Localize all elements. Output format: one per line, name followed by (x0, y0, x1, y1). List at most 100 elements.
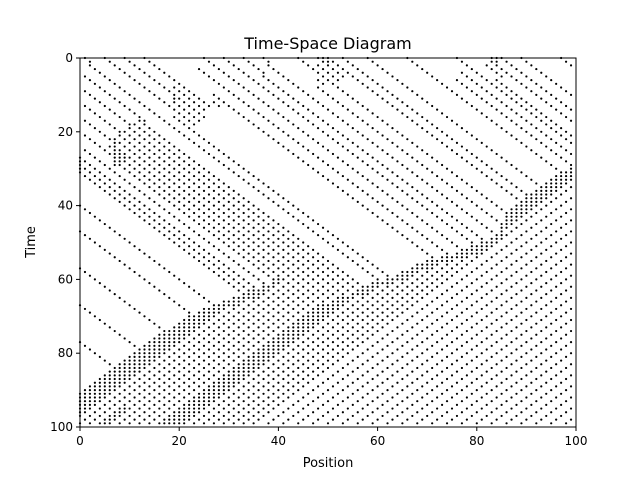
data-point (555, 108, 558, 111)
data-point (525, 396, 528, 399)
data-point (192, 326, 196, 329)
data-point (535, 138, 538, 141)
data-point (192, 344, 196, 347)
data-point (336, 267, 340, 270)
data-point (366, 293, 369, 296)
data-point (143, 381, 146, 384)
data-point (227, 245, 230, 248)
data-point (103, 389, 106, 392)
data-point (391, 182, 394, 185)
data-point (163, 411, 166, 414)
data-point (440, 259, 444, 263)
data-point (118, 392, 121, 395)
data-point (391, 407, 394, 410)
data-point (237, 281, 240, 285)
data-point (227, 370, 230, 373)
data-point (470, 230, 473, 233)
data-point (505, 355, 508, 358)
data-point (396, 293, 399, 296)
data-point (282, 355, 285, 358)
data-point (331, 112, 335, 115)
data-point (366, 337, 369, 340)
data-point (138, 141, 141, 144)
data-point (500, 315, 503, 318)
data-point (316, 281, 320, 285)
data-point (406, 193, 409, 196)
data-point (197, 377, 201, 381)
data-point (192, 160, 196, 163)
data-point (366, 208, 369, 211)
data-point (252, 337, 255, 340)
data-point (282, 197, 285, 200)
data-point (282, 315, 285, 318)
data-point (500, 337, 503, 340)
data-point (272, 300, 275, 303)
data-point (540, 407, 543, 410)
data-point (545, 403, 548, 406)
data-point (396, 392, 399, 395)
data-point (331, 138, 335, 141)
data-point (555, 167, 558, 170)
data-point (361, 160, 364, 163)
data-point (272, 355, 275, 358)
data-point (351, 97, 354, 100)
data-point (247, 222, 250, 226)
data-point (540, 296, 543, 299)
data-point (267, 341, 270, 344)
data-point (222, 226, 225, 229)
data-point (207, 193, 211, 196)
data-point (530, 326, 533, 329)
data-point (331, 263, 335, 266)
data-point (272, 407, 275, 410)
data-point (490, 322, 493, 325)
data-point (495, 97, 498, 100)
data-point (312, 307, 315, 311)
data-point (292, 215, 295, 218)
data-point (227, 215, 230, 218)
data-point (550, 119, 553, 122)
data-point (83, 389, 87, 392)
data-point (272, 329, 275, 333)
data-point (188, 326, 191, 329)
data-point (108, 193, 111, 196)
data-point (515, 123, 518, 126)
data-point (356, 411, 359, 414)
data-point (103, 104, 106, 108)
data-point (232, 171, 235, 174)
data-point (108, 108, 111, 111)
data-point (307, 414, 310, 418)
data-point (307, 245, 310, 248)
data-point (321, 60, 325, 63)
data-point (123, 145, 126, 148)
data-point (197, 215, 201, 218)
data-point (421, 219, 424, 222)
data-point (267, 355, 270, 358)
data-point (108, 377, 111, 381)
data-point (431, 422, 434, 425)
data-point (569, 219, 573, 222)
data-point (470, 200, 473, 204)
data-point (351, 75, 354, 78)
data-point (93, 127, 96, 130)
data-point (416, 389, 419, 392)
data-point (316, 307, 320, 311)
data-point (307, 281, 310, 285)
data-point (138, 149, 141, 152)
data-point (426, 381, 429, 384)
data-point (188, 119, 191, 122)
data-point (192, 219, 196, 222)
data-point (475, 245, 478, 248)
data-point (440, 304, 444, 307)
data-point (178, 341, 181, 344)
data-point (217, 311, 220, 314)
data-point (118, 186, 121, 189)
data-point (93, 352, 96, 355)
data-point (212, 322, 216, 325)
data-point (188, 245, 191, 248)
data-point (197, 311, 201, 314)
data-point (242, 307, 245, 311)
data-point (118, 141, 121, 144)
data-point (143, 174, 146, 178)
data-point (564, 60, 568, 63)
data-point (207, 200, 211, 204)
